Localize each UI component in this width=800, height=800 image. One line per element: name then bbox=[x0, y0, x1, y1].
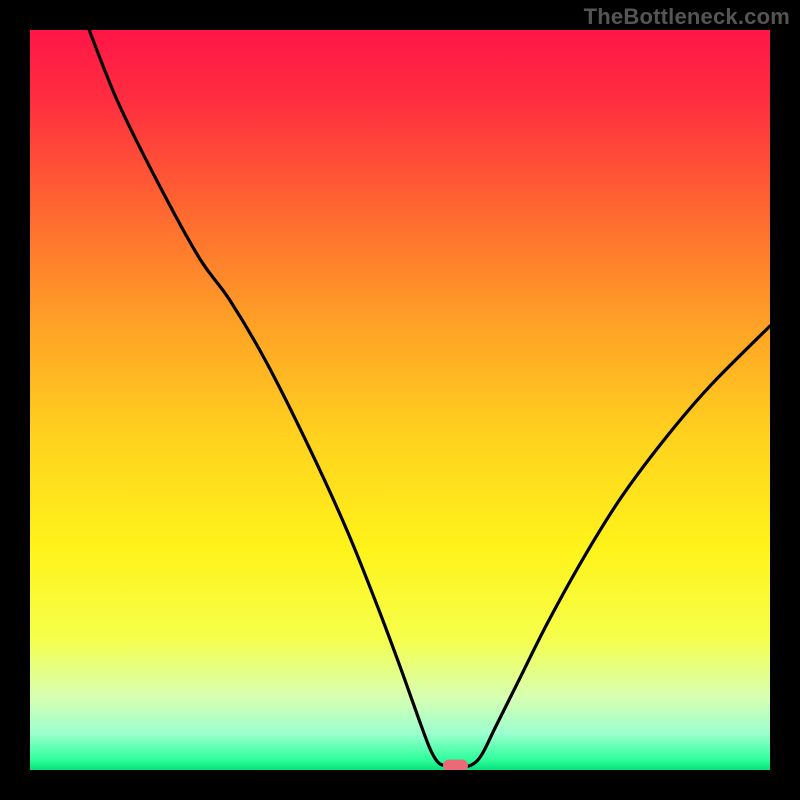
plot-svg bbox=[30, 30, 770, 770]
optimum-marker bbox=[443, 760, 468, 770]
chart-frame: TheBottleneck.com bbox=[0, 0, 800, 800]
gradient-background bbox=[30, 30, 770, 770]
watermark-text: TheBottleneck.com bbox=[584, 4, 790, 30]
plot-area bbox=[30, 30, 770, 770]
